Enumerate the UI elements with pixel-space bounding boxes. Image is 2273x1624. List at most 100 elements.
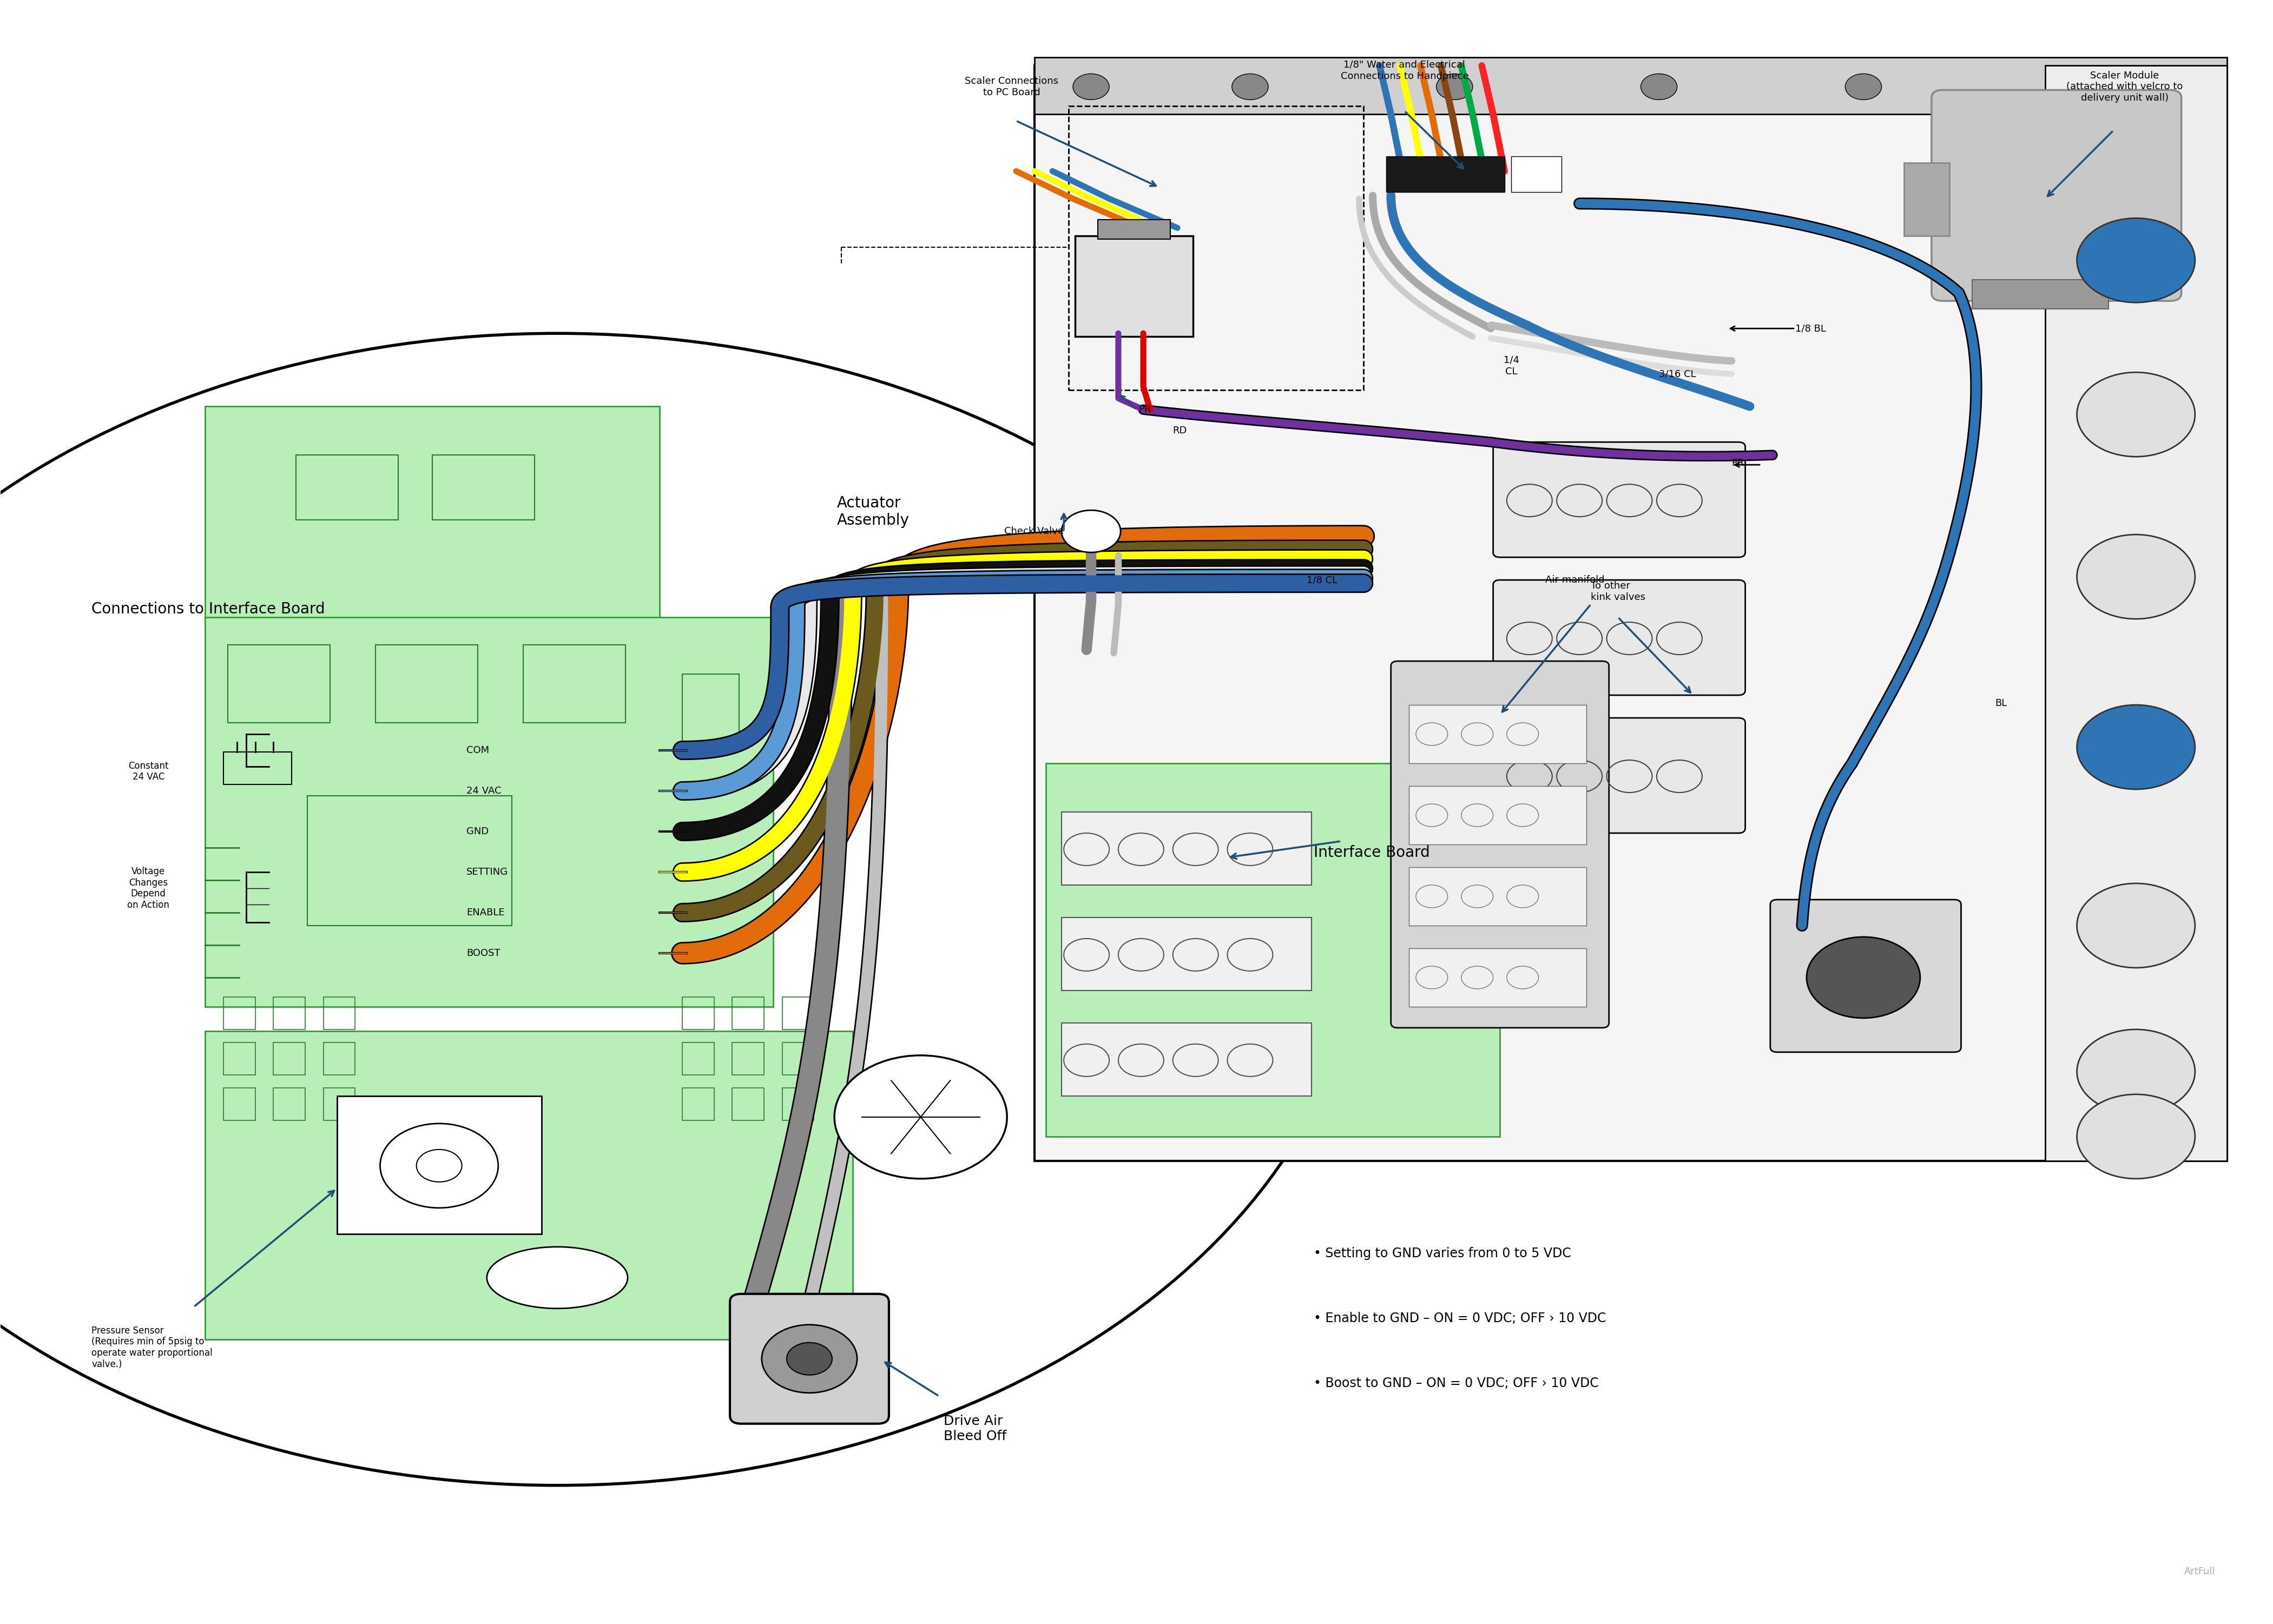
Bar [1409,867,1587,926]
Bar [1061,812,1312,885]
Text: ArtFull: ArtFull [2184,1567,2216,1577]
FancyBboxPatch shape [205,617,773,1007]
Bar [682,1043,714,1075]
Text: PR: PR [1139,404,1152,414]
Text: 1/4
CL: 1/4 CL [1502,356,1518,377]
Circle shape [1232,73,1268,99]
FancyBboxPatch shape [1493,442,1746,557]
Circle shape [834,1056,1007,1179]
Circle shape [2078,883,2196,968]
Circle shape [2078,705,2196,789]
Bar [223,752,291,784]
Bar [432,455,534,520]
Bar [682,1088,714,1121]
Bar [1068,106,1364,390]
FancyBboxPatch shape [1046,763,1500,1137]
Bar [1409,705,1587,763]
Bar [1409,948,1587,1007]
Bar [295,455,398,520]
Bar [1098,219,1171,239]
Text: 1/8" Water and Electrical
Connections to Handpiece: 1/8" Water and Electrical Connections to… [1341,60,1468,81]
FancyBboxPatch shape [205,1031,852,1340]
Text: Actuator
Assembly: Actuator Assembly [836,495,909,528]
Text: Check Valve: Check Valve [1005,526,1064,536]
FancyBboxPatch shape [1932,89,2182,300]
Circle shape [1437,73,1473,99]
Bar [732,1043,764,1075]
Bar [223,1088,255,1121]
Bar [1409,786,1587,844]
FancyBboxPatch shape [730,1294,889,1424]
Bar [682,674,739,747]
Bar [1034,65,2228,1161]
Text: RD: RD [1173,425,1187,435]
Circle shape [2078,1095,2196,1179]
Text: Scaler Connections
to PC Board: Scaler Connections to PC Board [964,76,1059,97]
Text: Connections to Interface Board: Connections to Interface Board [91,601,325,617]
Bar [323,997,355,1030]
Text: GND: GND [466,827,489,836]
Text: 1/8 CL: 1/8 CL [1307,575,1339,585]
Bar [523,645,625,723]
Bar [782,1043,814,1075]
Text: Air manifold: Air manifold [1546,575,1605,585]
Circle shape [1846,73,1882,99]
Text: BL: BL [1996,698,2007,708]
Bar [323,1088,355,1121]
Bar [732,1088,764,1121]
Circle shape [1073,73,1109,99]
FancyBboxPatch shape [1493,718,1746,833]
Circle shape [0,333,1364,1486]
Text: ENABLE: ENABLE [466,908,505,918]
Text: COM: COM [466,745,489,755]
Bar [782,1088,814,1121]
Bar [273,1088,305,1121]
Text: BOOST: BOOST [466,948,500,958]
Bar [273,997,305,1030]
Circle shape [786,1343,832,1376]
Bar [1034,57,2228,114]
Text: 3/16 CL: 3/16 CL [1659,369,1696,378]
Bar [782,997,814,1030]
Bar [1905,162,1950,235]
Bar [273,1043,305,1075]
Bar [375,645,477,723]
Text: Scaler Module
(attached with velcro to
delivery unit wall): Scaler Module (attached with velcro to d… [2066,70,2182,102]
Bar [732,997,764,1030]
Ellipse shape [486,1247,627,1309]
Bar [682,997,714,1030]
Circle shape [1641,73,1677,99]
Text: To other
kink valves: To other kink valves [1591,581,1646,603]
Bar [1387,156,1505,192]
Circle shape [2078,1030,2196,1114]
Text: • Enable to GND – ON = 0 VDC; OFF › 10 VDC: • Enable to GND – ON = 0 VDC; OFF › 10 V… [1314,1312,1607,1325]
Bar [1061,918,1312,991]
Bar [2046,65,2228,1161]
FancyBboxPatch shape [1075,235,1193,336]
Circle shape [380,1124,498,1208]
FancyBboxPatch shape [1493,580,1746,695]
Text: Voltage
Changes
Depend
on Action: Voltage Changes Depend on Action [127,867,170,909]
Circle shape [2050,73,2087,99]
FancyBboxPatch shape [1973,279,2109,309]
Bar [323,1043,355,1075]
Text: Drive Air
Bleed Off: Drive Air Bleed Off [943,1415,1007,1442]
Text: • Setting to GND varies from 0 to 5 VDC: • Setting to GND varies from 0 to 5 VDC [1314,1247,1571,1260]
Bar [223,1043,255,1075]
FancyBboxPatch shape [336,1096,541,1234]
FancyBboxPatch shape [205,406,659,625]
Circle shape [1061,510,1121,552]
Circle shape [2078,534,2196,619]
Text: SETTING: SETTING [466,867,509,877]
Text: Constant
24 VAC: Constant 24 VAC [127,762,168,781]
Text: Pressure Sensor
(Requires min of 5psig to
operate water proportional
valve.): Pressure Sensor (Requires min of 5psig t… [91,1325,214,1369]
Bar [223,997,255,1030]
Text: Interface Board: Interface Board [1314,844,1430,861]
Text: PR: PR [1732,458,1743,468]
FancyBboxPatch shape [1391,661,1609,1028]
Bar [1061,1023,1312,1096]
Bar [1512,156,1562,192]
Text: • Boost to GND – ON = 0 VDC; OFF › 10 VDC: • Boost to GND – ON = 0 VDC; OFF › 10 VD… [1314,1377,1598,1390]
Circle shape [416,1150,461,1182]
Bar [307,796,511,926]
